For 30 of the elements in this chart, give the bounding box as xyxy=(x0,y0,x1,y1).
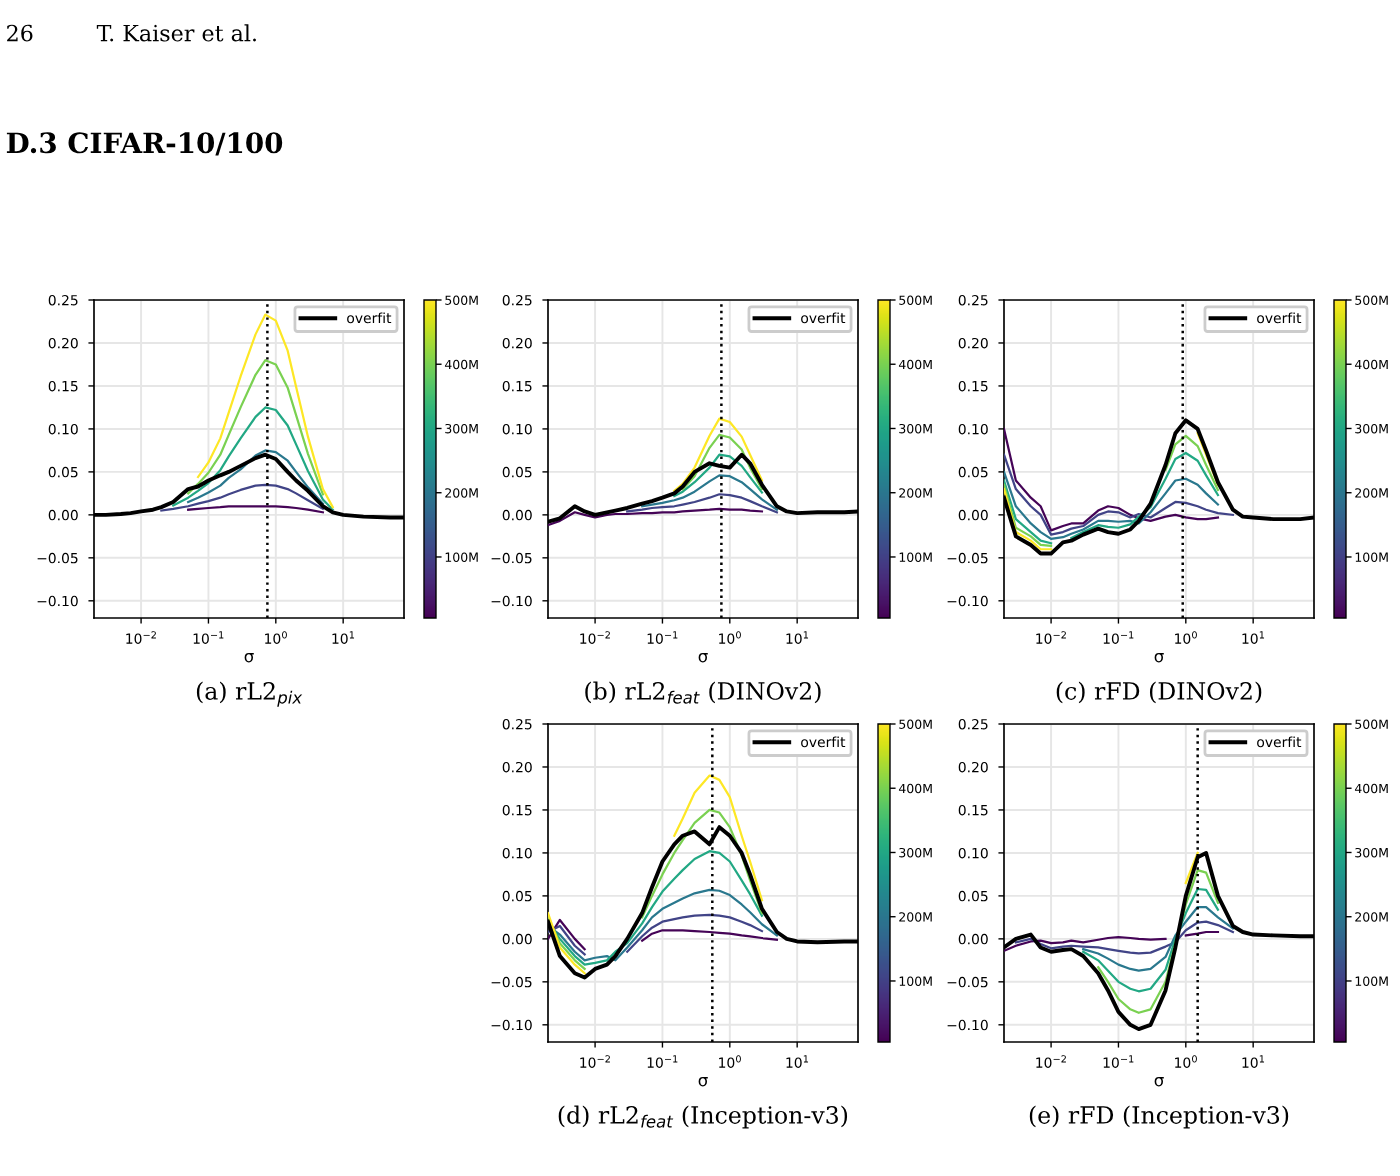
text: (e) rFD (Inception-v3) xyxy=(1029,1105,1289,1129)
text: (d) rL2$_{feat}$ (Inception-v3) xyxy=(558,1105,848,1129)
line-series xyxy=(626,493,778,514)
text: (c) rFD (DINOv2) xyxy=(1056,681,1262,704)
x-axis-title: σ xyxy=(698,653,708,663)
line-series xyxy=(160,483,324,512)
line-series xyxy=(1004,470,1220,541)
x-axis-title: σ xyxy=(244,653,254,663)
line-series xyxy=(196,313,334,509)
text: T. Kaiser et al. xyxy=(96,24,256,42)
line-series xyxy=(1082,887,1220,993)
line-series xyxy=(673,453,764,498)
line-series xyxy=(681,433,764,491)
x-axis-title: σ xyxy=(1154,1077,1164,1087)
text: 26 xyxy=(7,24,33,42)
line-series xyxy=(1004,427,1220,532)
line-series xyxy=(548,507,764,527)
x-axis-title: σ xyxy=(698,1077,708,1087)
text: (b) rL2$_{feat}$ (DINOv2) xyxy=(585,681,821,704)
text: (a) rL2$_{pix}$ xyxy=(196,681,303,707)
text: D.3 CIFAR-10/100 xyxy=(6,132,283,156)
line-series xyxy=(1014,920,1234,955)
line-series xyxy=(187,449,324,505)
x-axis-title: σ xyxy=(1154,653,1164,663)
line-series xyxy=(673,417,764,492)
line-series xyxy=(1004,453,1234,536)
line-series xyxy=(641,474,778,511)
line-series xyxy=(1082,905,1234,972)
line-series xyxy=(187,359,324,496)
line-series xyxy=(172,406,334,511)
